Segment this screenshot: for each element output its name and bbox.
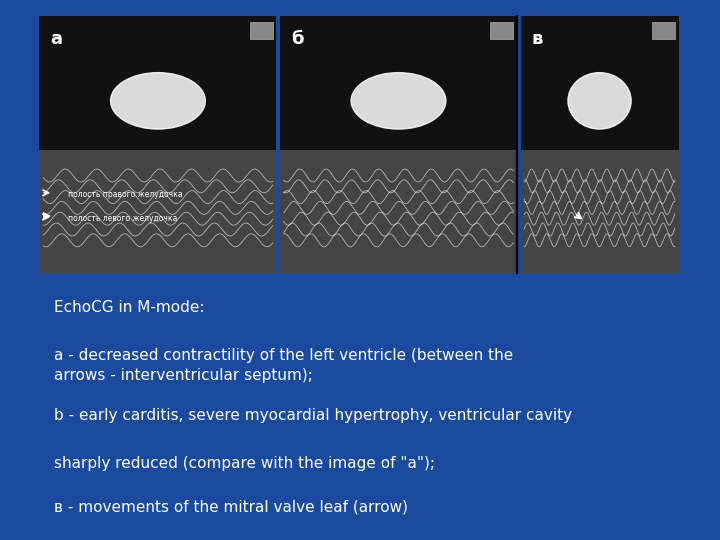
Ellipse shape (568, 72, 631, 129)
FancyBboxPatch shape (490, 22, 513, 39)
Text: б: б (291, 30, 303, 48)
Text: полость левого желудочка: полость левого желудочка (68, 214, 178, 223)
FancyBboxPatch shape (40, 16, 276, 150)
Text: в: в (531, 30, 543, 48)
Text: sharply reduced (compare with the image of "a");: sharply reduced (compare with the image … (54, 456, 435, 471)
Text: a: a (50, 30, 62, 48)
Text: a - decreased contractility of the left ventricle (between the
arrows - interven: a - decreased contractility of the left … (54, 348, 513, 383)
FancyBboxPatch shape (280, 150, 517, 273)
FancyBboxPatch shape (521, 150, 678, 273)
Text: полость правого желудочка: полость правого желудочка (68, 190, 183, 199)
Ellipse shape (351, 72, 446, 129)
Text: в - movements of the mitral valve leaf (arrow): в - movements of the mitral valve leaf (… (54, 500, 408, 515)
FancyBboxPatch shape (521, 16, 678, 150)
FancyBboxPatch shape (250, 22, 273, 39)
FancyBboxPatch shape (280, 16, 517, 150)
FancyBboxPatch shape (40, 16, 276, 273)
FancyBboxPatch shape (521, 16, 678, 273)
Text: EchoCG in M-mode:: EchoCG in M-mode: (54, 300, 204, 315)
Text: b - early carditis, severe myocardial hypertrophy, ventricular cavity: b - early carditis, severe myocardial hy… (54, 408, 572, 423)
FancyBboxPatch shape (280, 16, 517, 273)
FancyBboxPatch shape (652, 22, 675, 39)
FancyBboxPatch shape (40, 150, 276, 273)
Ellipse shape (111, 72, 205, 129)
